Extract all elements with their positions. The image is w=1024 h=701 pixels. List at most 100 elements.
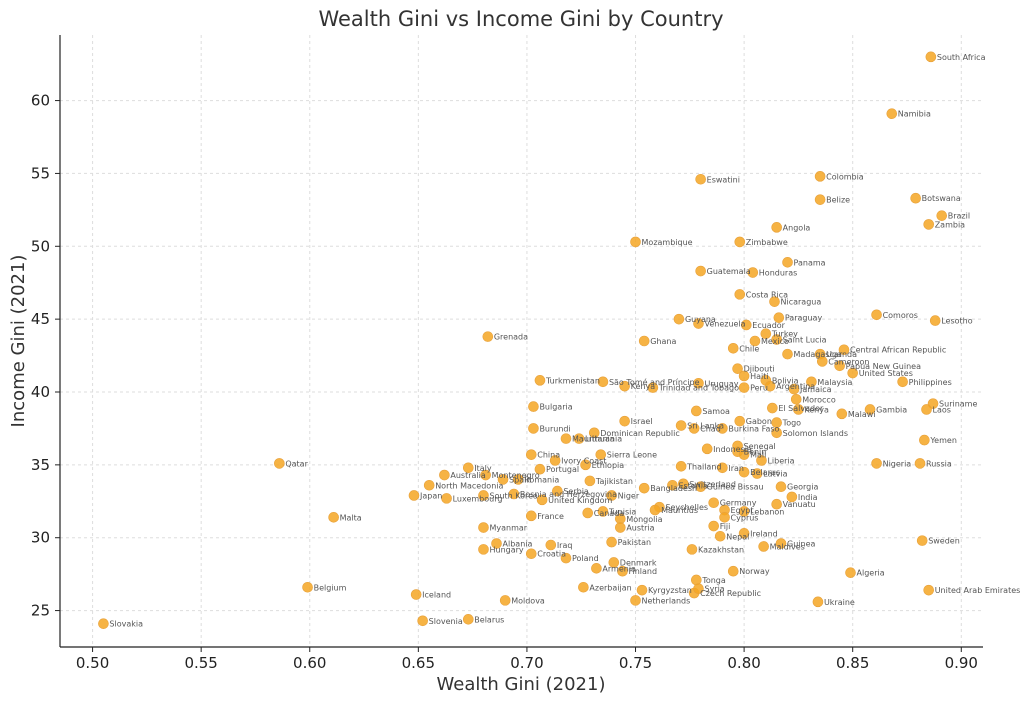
point-label: Peru — [750, 384, 768, 393]
data-point — [439, 469, 450, 481]
data-point — [864, 404, 876, 415]
point-label: Chile — [739, 344, 759, 353]
data-point — [647, 382, 659, 393]
point-label: Sierra Leone — [607, 451, 657, 460]
data-point — [606, 536, 617, 548]
point-label: Botswana — [922, 194, 961, 203]
x-tick-label: 0.85 — [836, 654, 869, 672]
data-point — [738, 449, 750, 460]
data-point — [734, 289, 746, 300]
point-label: Lebanon — [750, 507, 784, 516]
y-tick-label: 55 — [31, 164, 50, 182]
point-label: Guyana — [685, 315, 716, 324]
data-point — [693, 318, 704, 329]
x-tick-label: 0.60 — [293, 654, 326, 672]
point-label: Indonesia — [713, 445, 752, 454]
data-point — [497, 474, 509, 485]
data-point — [897, 376, 908, 388]
point-label: Czech Republic — [700, 589, 761, 598]
point-label: Ecuador — [752, 321, 785, 330]
point-label: Morocco — [802, 395, 836, 404]
point-label: Grenada — [494, 333, 528, 342]
point-label: Iran — [728, 464, 744, 473]
point-label: Nigeria — [883, 459, 912, 468]
point-label: Armenia — [602, 564, 636, 573]
point-label: Eswatini — [707, 175, 740, 184]
y-tick-label: 25 — [31, 602, 50, 620]
data-point — [773, 312, 785, 323]
data-point — [619, 415, 630, 427]
data-point — [921, 404, 932, 415]
point-label: Croatia — [537, 550, 566, 559]
data-point — [636, 584, 648, 596]
data-point — [734, 236, 746, 248]
point-label: Suriname — [939, 400, 977, 409]
data-point — [717, 462, 728, 474]
data-point — [693, 377, 704, 389]
point-label: Comoros — [883, 311, 918, 320]
data-point — [508, 488, 520, 500]
data-point — [738, 370, 750, 382]
point-label: Mongolia — [626, 515, 662, 524]
point-label: Togo — [782, 419, 802, 428]
data-point — [719, 512, 730, 523]
point-label: Haiti — [750, 372, 769, 381]
point-label: Papua New Guinea — [846, 362, 921, 371]
point-label: Laos — [933, 405, 951, 414]
point-label: Philippines — [909, 378, 952, 387]
data-point — [782, 257, 793, 268]
point-label: Malawi — [848, 410, 876, 419]
data-point — [923, 219, 935, 230]
point-label: China — [537, 451, 560, 460]
data-point — [775, 481, 787, 493]
point-label: Estonia — [678, 481, 708, 490]
point-label: Bangladesh — [650, 484, 697, 493]
point-label: Moldova — [511, 596, 545, 605]
point-label: Guinea — [787, 540, 815, 549]
data-point — [691, 405, 702, 417]
point-label: Paraguay — [785, 314, 823, 323]
data-points — [98, 51, 948, 629]
point-label: Samoa — [702, 407, 730, 416]
data-point — [528, 423, 539, 434]
point-label: Guatemala — [707, 267, 751, 276]
data-point — [814, 171, 826, 182]
point-label: Maldives — [770, 542, 805, 551]
point-label: Russia — [926, 459, 952, 468]
data-point — [714, 530, 726, 542]
data-point — [573, 433, 585, 444]
data-point — [630, 236, 641, 248]
point-label: Canada — [594, 509, 625, 518]
point-label: Brazil — [948, 212, 970, 221]
data-point — [619, 380, 630, 392]
point-label: Ukraine — [824, 598, 855, 607]
point-label: Israel — [631, 417, 653, 426]
data-point — [734, 415, 746, 427]
data-point — [767, 402, 778, 414]
point-label: Namibia — [898, 110, 931, 119]
data-point — [738, 466, 750, 478]
data-point — [525, 449, 537, 460]
point-label: Costa Rica — [746, 290, 788, 299]
point-label: Burkina Faso — [728, 424, 779, 433]
point-label: United Kingdom — [548, 496, 612, 505]
data-point — [584, 475, 596, 487]
point-label: Tajikistan — [595, 477, 633, 486]
point-label: Gambia — [876, 405, 907, 414]
y-tick-label: 30 — [31, 529, 50, 547]
point-label: Niger — [618, 491, 640, 500]
data-point — [758, 541, 769, 552]
y-tick-label: 40 — [31, 383, 50, 401]
data-point — [423, 479, 435, 491]
data-point — [834, 360, 845, 372]
point-label: Guinea Bissau — [707, 483, 764, 492]
point-label: Seychelles — [665, 503, 708, 512]
data-point — [916, 535, 928, 546]
data-point — [686, 544, 698, 555]
point-label: Slovenia — [429, 617, 463, 626]
point-label: Angola — [783, 223, 811, 232]
point-label: El Salvador — [778, 404, 824, 413]
point-label: Germany — [720, 499, 757, 508]
point-label: Uruguay — [704, 379, 738, 388]
data-point — [677, 478, 689, 490]
